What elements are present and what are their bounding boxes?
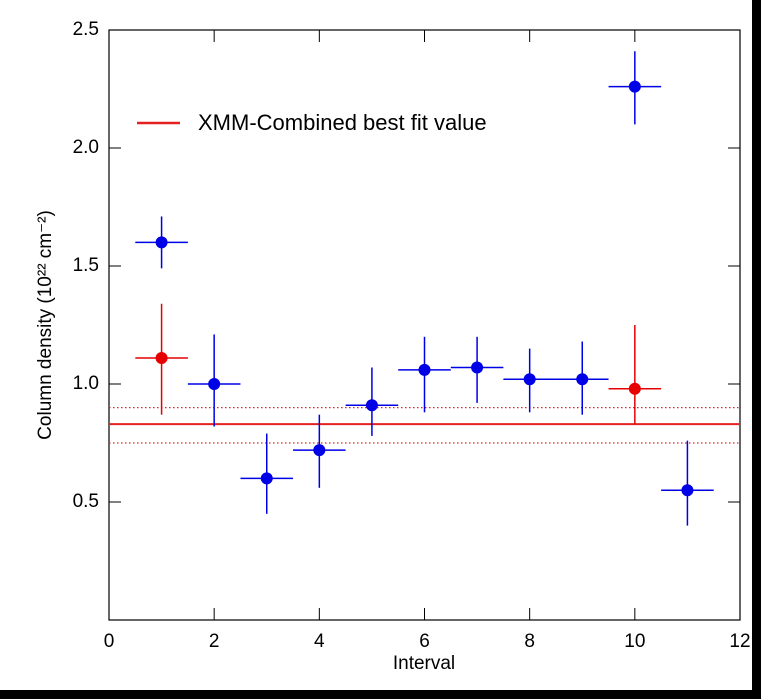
point — [155, 236, 168, 249]
point — [628, 80, 641, 93]
y-tick-label: 2.5 — [73, 19, 99, 40]
point — [628, 382, 641, 395]
y-tick-label: 2.0 — [73, 137, 99, 158]
x-axis-label: Interval — [393, 653, 455, 674]
point — [523, 373, 536, 386]
y-axis-label: Column density (10²² cm⁻²) — [35, 210, 56, 440]
point — [576, 373, 589, 386]
point — [681, 484, 694, 497]
y-tick-label: 1.5 — [73, 255, 99, 276]
point — [155, 352, 168, 365]
y-tick-label: 1.0 — [73, 373, 99, 394]
x-tick-label: 4 — [314, 631, 325, 652]
figure-background — [0, 0, 752, 690]
x-tick-label: 6 — [419, 631, 430, 652]
x-tick-label: 2 — [209, 631, 220, 652]
x-tick-label: 8 — [524, 631, 535, 652]
point — [260, 472, 273, 485]
x-tick-label: 0 — [104, 631, 115, 652]
x-tick-label: 12 — [729, 631, 750, 652]
x-tick-label: 10 — [624, 631, 645, 652]
point — [471, 361, 484, 374]
point — [418, 363, 431, 376]
point — [313, 444, 326, 457]
point — [208, 378, 221, 390]
point — [365, 399, 378, 412]
legend-label: XMM-Combined best fit value — [198, 110, 487, 135]
y-tick-label: 0.5 — [73, 491, 99, 512]
